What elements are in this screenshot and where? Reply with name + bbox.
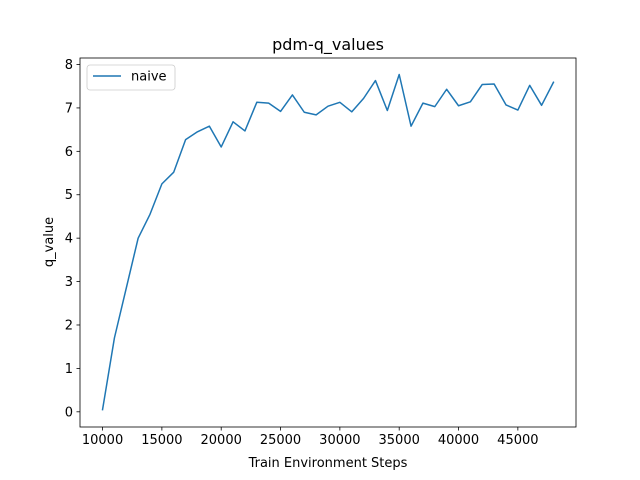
x-tick-label-3: 25000 bbox=[260, 433, 301, 448]
legend-box bbox=[86, 64, 176, 91]
legend: naive bbox=[86, 64, 176, 91]
y-tick-label-7: 7 bbox=[65, 101, 73, 116]
series-line-0 bbox=[101, 73, 555, 411]
x-tick-label-4: 30000 bbox=[319, 433, 360, 448]
x-axis-label: Train Environment Steps bbox=[248, 456, 408, 471]
x-tick-label-5: 35000 bbox=[379, 433, 420, 448]
y-tick-label-3: 3 bbox=[65, 275, 73, 290]
y-tick-label-5: 5 bbox=[65, 188, 73, 203]
x-tick-label-2: 20000 bbox=[201, 433, 242, 448]
y-tick-label-2: 2 bbox=[65, 318, 73, 333]
x-tick-label-7: 45000 bbox=[497, 433, 538, 448]
x-tick-label-1: 15000 bbox=[141, 433, 182, 448]
x-tick-label-6: 40000 bbox=[438, 433, 479, 448]
chart-title: pdm-q_values bbox=[272, 35, 384, 55]
legend-label-0: naive bbox=[131, 70, 167, 85]
y-tick-label-1: 1 bbox=[65, 362, 73, 377]
axes-frame bbox=[79, 57, 577, 428]
y-axis-label: q_value bbox=[42, 217, 57, 267]
y-tick-label-8: 8 bbox=[65, 58, 73, 73]
y-tick-label-6: 6 bbox=[65, 145, 73, 160]
y-tick-label-4: 4 bbox=[65, 232, 73, 247]
x-tick-label-0: 10000 bbox=[82, 433, 123, 448]
y-tick-label-0: 0 bbox=[65, 405, 73, 420]
plot-area: 10000 15000 20000 25000 30000 35000 40000 45000… bbox=[65, 57, 577, 448]
